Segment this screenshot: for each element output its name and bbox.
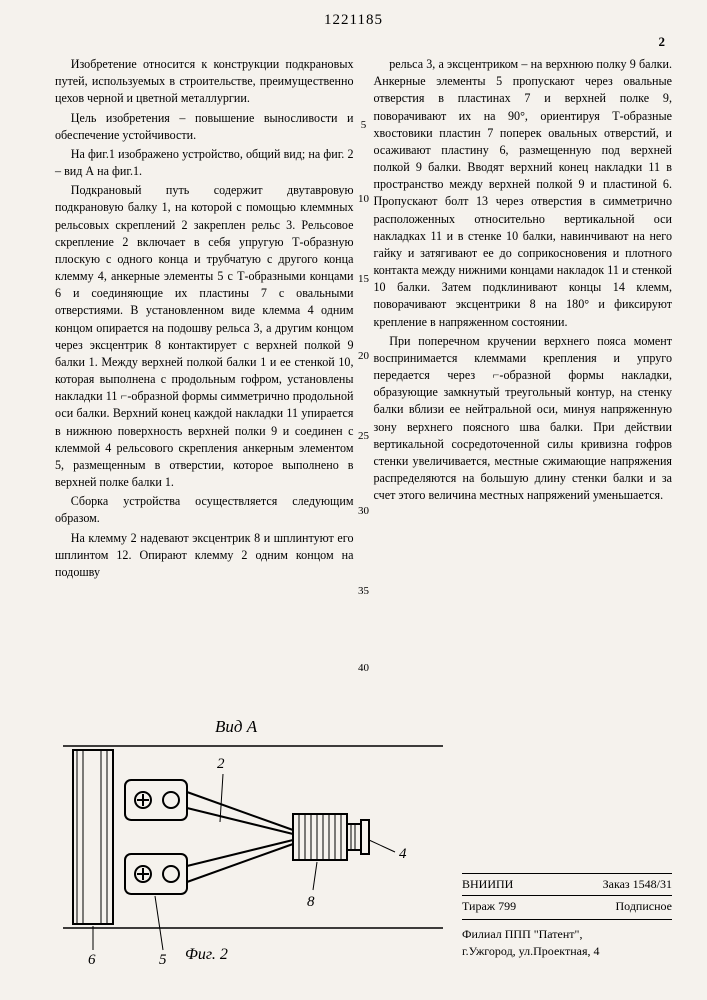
right-column: рельса 3, а эксцентриком – на верхнюю по… (374, 56, 673, 583)
footer-org: ВНИИПИ (462, 877, 513, 892)
paragraph: Подкрановый путь содержит двутавровую по… (55, 182, 354, 491)
line-number: 25 (355, 431, 373, 442)
footer-subscription: Подписное (616, 899, 673, 914)
line-number: 20 (355, 351, 373, 362)
paragraph: рельса 3, а эксцентриком – на верхнюю по… (374, 56, 673, 331)
svg-text:5: 5 (159, 952, 167, 968)
document-number: 1221185 (324, 12, 383, 29)
paragraph: При поперечном кручении верхнего пояса м… (374, 333, 673, 505)
svg-text:4: 4 (399, 846, 407, 862)
footer-tirazh: Тираж 799 (462, 899, 516, 914)
footer-address-2: г.Ужгород, ул.Проектная, 4 (462, 943, 672, 960)
figure-caption: Фиг. 2 (185, 946, 228, 964)
line-number: 10 (355, 194, 373, 205)
left-column: Изобретение относится к конструкции подк… (55, 56, 354, 583)
paragraph: На клемму 2 надевают эксцентрик 8 и шпли… (55, 530, 354, 582)
line-number: 40 (355, 663, 373, 674)
line-number: 30 (355, 506, 373, 517)
line-number: 35 (355, 586, 373, 597)
paragraph: Цель изобретения – повышение выносливост… (55, 110, 354, 144)
footer-order: Заказ 1548/31 (603, 877, 672, 892)
line-number: 5 (355, 120, 373, 131)
svg-text:8: 8 (307, 894, 315, 910)
line-number: 15 (355, 274, 373, 285)
paragraph: На фиг.1 изображено устройство, общий ви… (55, 146, 354, 180)
figure-2: 6 5 2 8 4 Вид А Фиг. 2 (55, 712, 450, 972)
footer-address-1: Филиал ППП "Патент", (462, 926, 672, 943)
paragraph: Сборка устройства осуществляется следующ… (55, 493, 354, 527)
svg-text:6: 6 (88, 952, 96, 968)
svg-text:2: 2 (217, 756, 225, 772)
text-columns: 510152025303540 Изобретение относится к … (55, 56, 672, 583)
imprint-box: ВНИИПИ Заказ 1548/31 Тираж 799 Подписное… (462, 873, 672, 960)
page-number: 2 (659, 34, 666, 50)
view-label: Вид А (215, 717, 258, 736)
paragraph: Изобретение относится к конструкции подк… (55, 56, 354, 108)
